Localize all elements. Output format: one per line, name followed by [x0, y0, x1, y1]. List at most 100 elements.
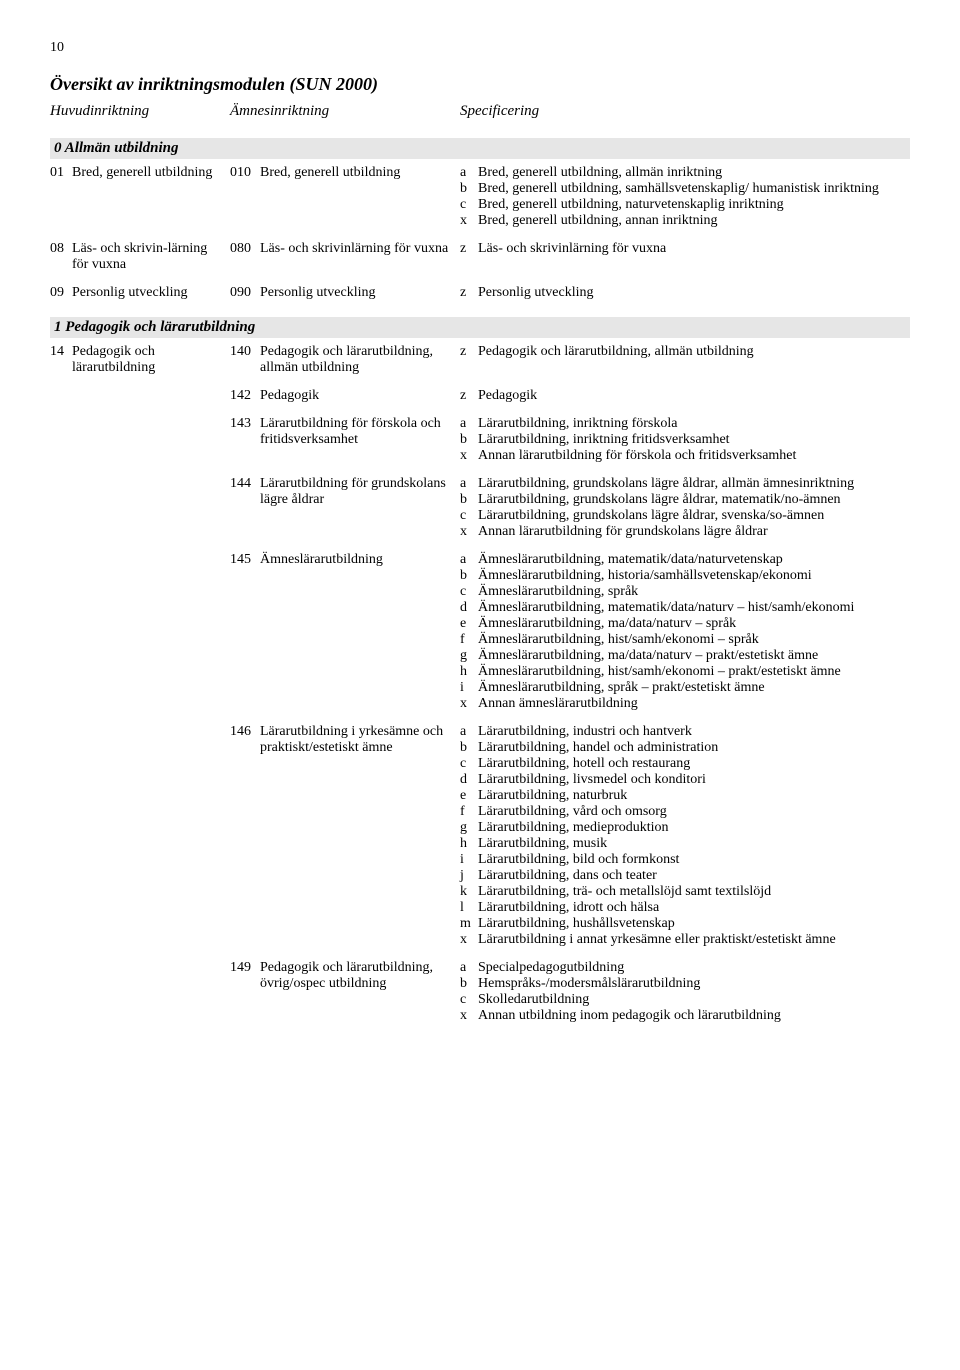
spec-text: Ämneslärarutbildning, hist/samh/ekonomi …	[478, 664, 910, 680]
spec-text: Ämneslärarutbildning, historia/samhällsv…	[478, 568, 910, 584]
spec-letter: x	[460, 932, 478, 948]
spec-line: kLärarutbildning, trä- och metallslöjd s…	[460, 884, 910, 900]
col3: aSpecialpedagogutbildningbHemspråks-/mod…	[460, 960, 910, 1024]
spec-text: Lärarutbildning, dans och teater	[478, 868, 910, 884]
spec-letter: c	[460, 756, 478, 772]
col2-label: Bred, generell utbildning	[260, 165, 460, 181]
spec-letter: m	[460, 916, 478, 932]
spec-text: Ämneslärarutbildning, matematik/data/nat…	[478, 600, 910, 616]
spec-text: Lärarutbildning, hushållsvetenskap	[478, 916, 910, 932]
col2: 140Pedagogik och lärarutbildning, allmän…	[230, 344, 460, 376]
spec-letter: b	[460, 740, 478, 756]
spec-line: aLärarutbildning, inriktning förskola	[460, 416, 910, 432]
col1: 09Personlig utveckling	[50, 285, 230, 301]
spec-text: Personlig utveckling	[478, 285, 910, 301]
spec-text: Lärarutbildning, idrott och hälsa	[478, 900, 910, 916]
spec-line: gLärarutbildning, medieproduktion	[460, 820, 910, 836]
spec-line: cLärarutbildning, hotell och restaurang	[460, 756, 910, 772]
col2-code: 149	[230, 960, 260, 992]
spec-line: eLärarutbildning, naturbruk	[460, 788, 910, 804]
section-title: 1 Pedagogik och lärarutbildning	[50, 317, 910, 338]
spec-text: Bred, generell utbildning, allmän inrikt…	[478, 165, 910, 181]
col3: aÄmneslärarutbildning, matematik/data/na…	[460, 552, 910, 712]
col1-label: Läs- och skrivin-lärning för vuxna	[72, 241, 230, 273]
spec-text: Bred, generell utbildning, naturvetenska…	[478, 197, 910, 213]
col2-code: 145	[230, 552, 260, 568]
spec-line: zPedagogik	[460, 388, 910, 404]
spec-letter: e	[460, 788, 478, 804]
spec-line: lLärarutbildning, idrott och hälsa	[460, 900, 910, 916]
spec-letter: a	[460, 476, 478, 492]
spec-line: bÄmneslärarutbildning, historia/samhälls…	[460, 568, 910, 584]
table-row: 149Pedagogik och lärarutbildning, övrig/…	[50, 960, 910, 1024]
col2: 146Lärarutbildning i yrkesämne och prakt…	[230, 724, 460, 756]
spec-text: Ämneslärarutbildning, matematik/data/nat…	[478, 552, 910, 568]
table-row: 142PedagogikzPedagogik	[50, 388, 910, 404]
spec-letter: x	[460, 696, 478, 712]
spec-line: fÄmneslärarutbildning, hist/samh/ekonomi…	[460, 632, 910, 648]
spec-letter: b	[460, 976, 478, 992]
spec-line: iLärarutbildning, bild och formkonst	[460, 852, 910, 868]
spec-letter: c	[460, 584, 478, 600]
col2-label: Pedagogik och lärarutbildning, allmän ut…	[260, 344, 460, 376]
spec-letter: z	[460, 344, 478, 360]
spec-text: Lärarutbildning, medieproduktion	[478, 820, 910, 836]
spec-letter: z	[460, 241, 478, 257]
spec-letter: a	[460, 416, 478, 432]
spec-line: bLärarutbildning, handel och administrat…	[460, 740, 910, 756]
spec-letter: d	[460, 600, 478, 616]
spec-text: Hemspråks-/modersmålslärarutbildning	[478, 976, 910, 992]
spec-line: xAnnan lärarutbildning för grundskolans …	[460, 524, 910, 540]
spec-letter: c	[460, 508, 478, 524]
col1-label: Personlig utveckling	[72, 285, 230, 301]
document-title: Översikt av inriktningsmodulen (SUN 2000…	[50, 74, 910, 95]
col2-code: 090	[230, 285, 260, 301]
spec-line: aÄmneslärarutbildning, matematik/data/na…	[460, 552, 910, 568]
spec-line: xAnnan lärarutbildning för förskola och …	[460, 448, 910, 464]
spec-line: bLärarutbildning, grundskolans lägre åld…	[460, 492, 910, 508]
spec-letter: x	[460, 448, 478, 464]
spec-line: hÄmneslärarutbildning, hist/samh/ekonomi…	[460, 664, 910, 680]
col2-label: Läs- och skrivinlärning för vuxna	[260, 241, 460, 257]
spec-line: bHemspråks-/modersmålslärarutbildning	[460, 976, 910, 992]
spec-line: aLärarutbildning, industri och hantverk	[460, 724, 910, 740]
col2: 144Lärarutbildning för grundskolans lägr…	[230, 476, 460, 508]
spec-line: xBred, generell utbildning, annan inrikt…	[460, 213, 910, 229]
header-col1: Huvudinriktning	[50, 103, 230, 120]
spec-text: Skolledarutbildning	[478, 992, 910, 1008]
col2: 142Pedagogik	[230, 388, 460, 404]
header-col2: Ämnesinriktning	[230, 103, 460, 120]
col3: zPersonlig utveckling	[460, 285, 910, 301]
col3: aLärarutbildning, grundskolans lägre åld…	[460, 476, 910, 540]
col1: 08Läs- och skrivin-lärning för vuxna	[50, 241, 230, 273]
spec-letter: i	[460, 680, 478, 696]
spec-letter: a	[460, 552, 478, 568]
spec-line: xAnnan utbildning inom pedagogik och lär…	[460, 1008, 910, 1024]
col2-label: Lärarutbildning för grundskolans lägre å…	[260, 476, 460, 508]
spec-text: Annan lärarutbildning för grundskolans l…	[478, 524, 910, 540]
col3: zPedagogik och lärarutbildning, allmän u…	[460, 344, 910, 360]
spec-text: Lärarutbildning, musik	[478, 836, 910, 852]
table-row: 09Personlig utveckling090Personlig utvec…	[50, 285, 910, 301]
spec-letter: h	[460, 664, 478, 680]
spec-letter: f	[460, 632, 478, 648]
spec-text: Lärarutbildning, grundskolans lägre åldr…	[478, 508, 910, 524]
col2: 149Pedagogik och lärarutbildning, övrig/…	[230, 960, 460, 992]
spec-text: Annan lärarutbildning för förskola och f…	[478, 448, 910, 464]
column-headers: Huvudinriktning Ämnesinriktning Specific…	[50, 103, 910, 120]
spec-line: hLärarutbildning, musik	[460, 836, 910, 852]
spec-text: Ämneslärarutbildning, hist/samh/ekonomi …	[478, 632, 910, 648]
col3: zPedagogik	[460, 388, 910, 404]
col2-code: 143	[230, 416, 260, 448]
spec-text: Lärarutbildning, hotell och restaurang	[478, 756, 910, 772]
spec-letter: k	[460, 884, 478, 900]
spec-letter: g	[460, 648, 478, 664]
spec-line: dLärarutbildning, livsmedel och konditor…	[460, 772, 910, 788]
spec-letter: i	[460, 852, 478, 868]
spec-line: xLärarutbildning i annat yrkesämne eller…	[460, 932, 910, 948]
spec-text: Läs- och skrivinlärning för vuxna	[478, 241, 910, 257]
spec-line: mLärarutbildning, hushållsvetenskap	[460, 916, 910, 932]
spec-text: Lärarutbildning, bild och formkonst	[478, 852, 910, 868]
spec-text: Lärarutbildning, naturbruk	[478, 788, 910, 804]
spec-letter: g	[460, 820, 478, 836]
